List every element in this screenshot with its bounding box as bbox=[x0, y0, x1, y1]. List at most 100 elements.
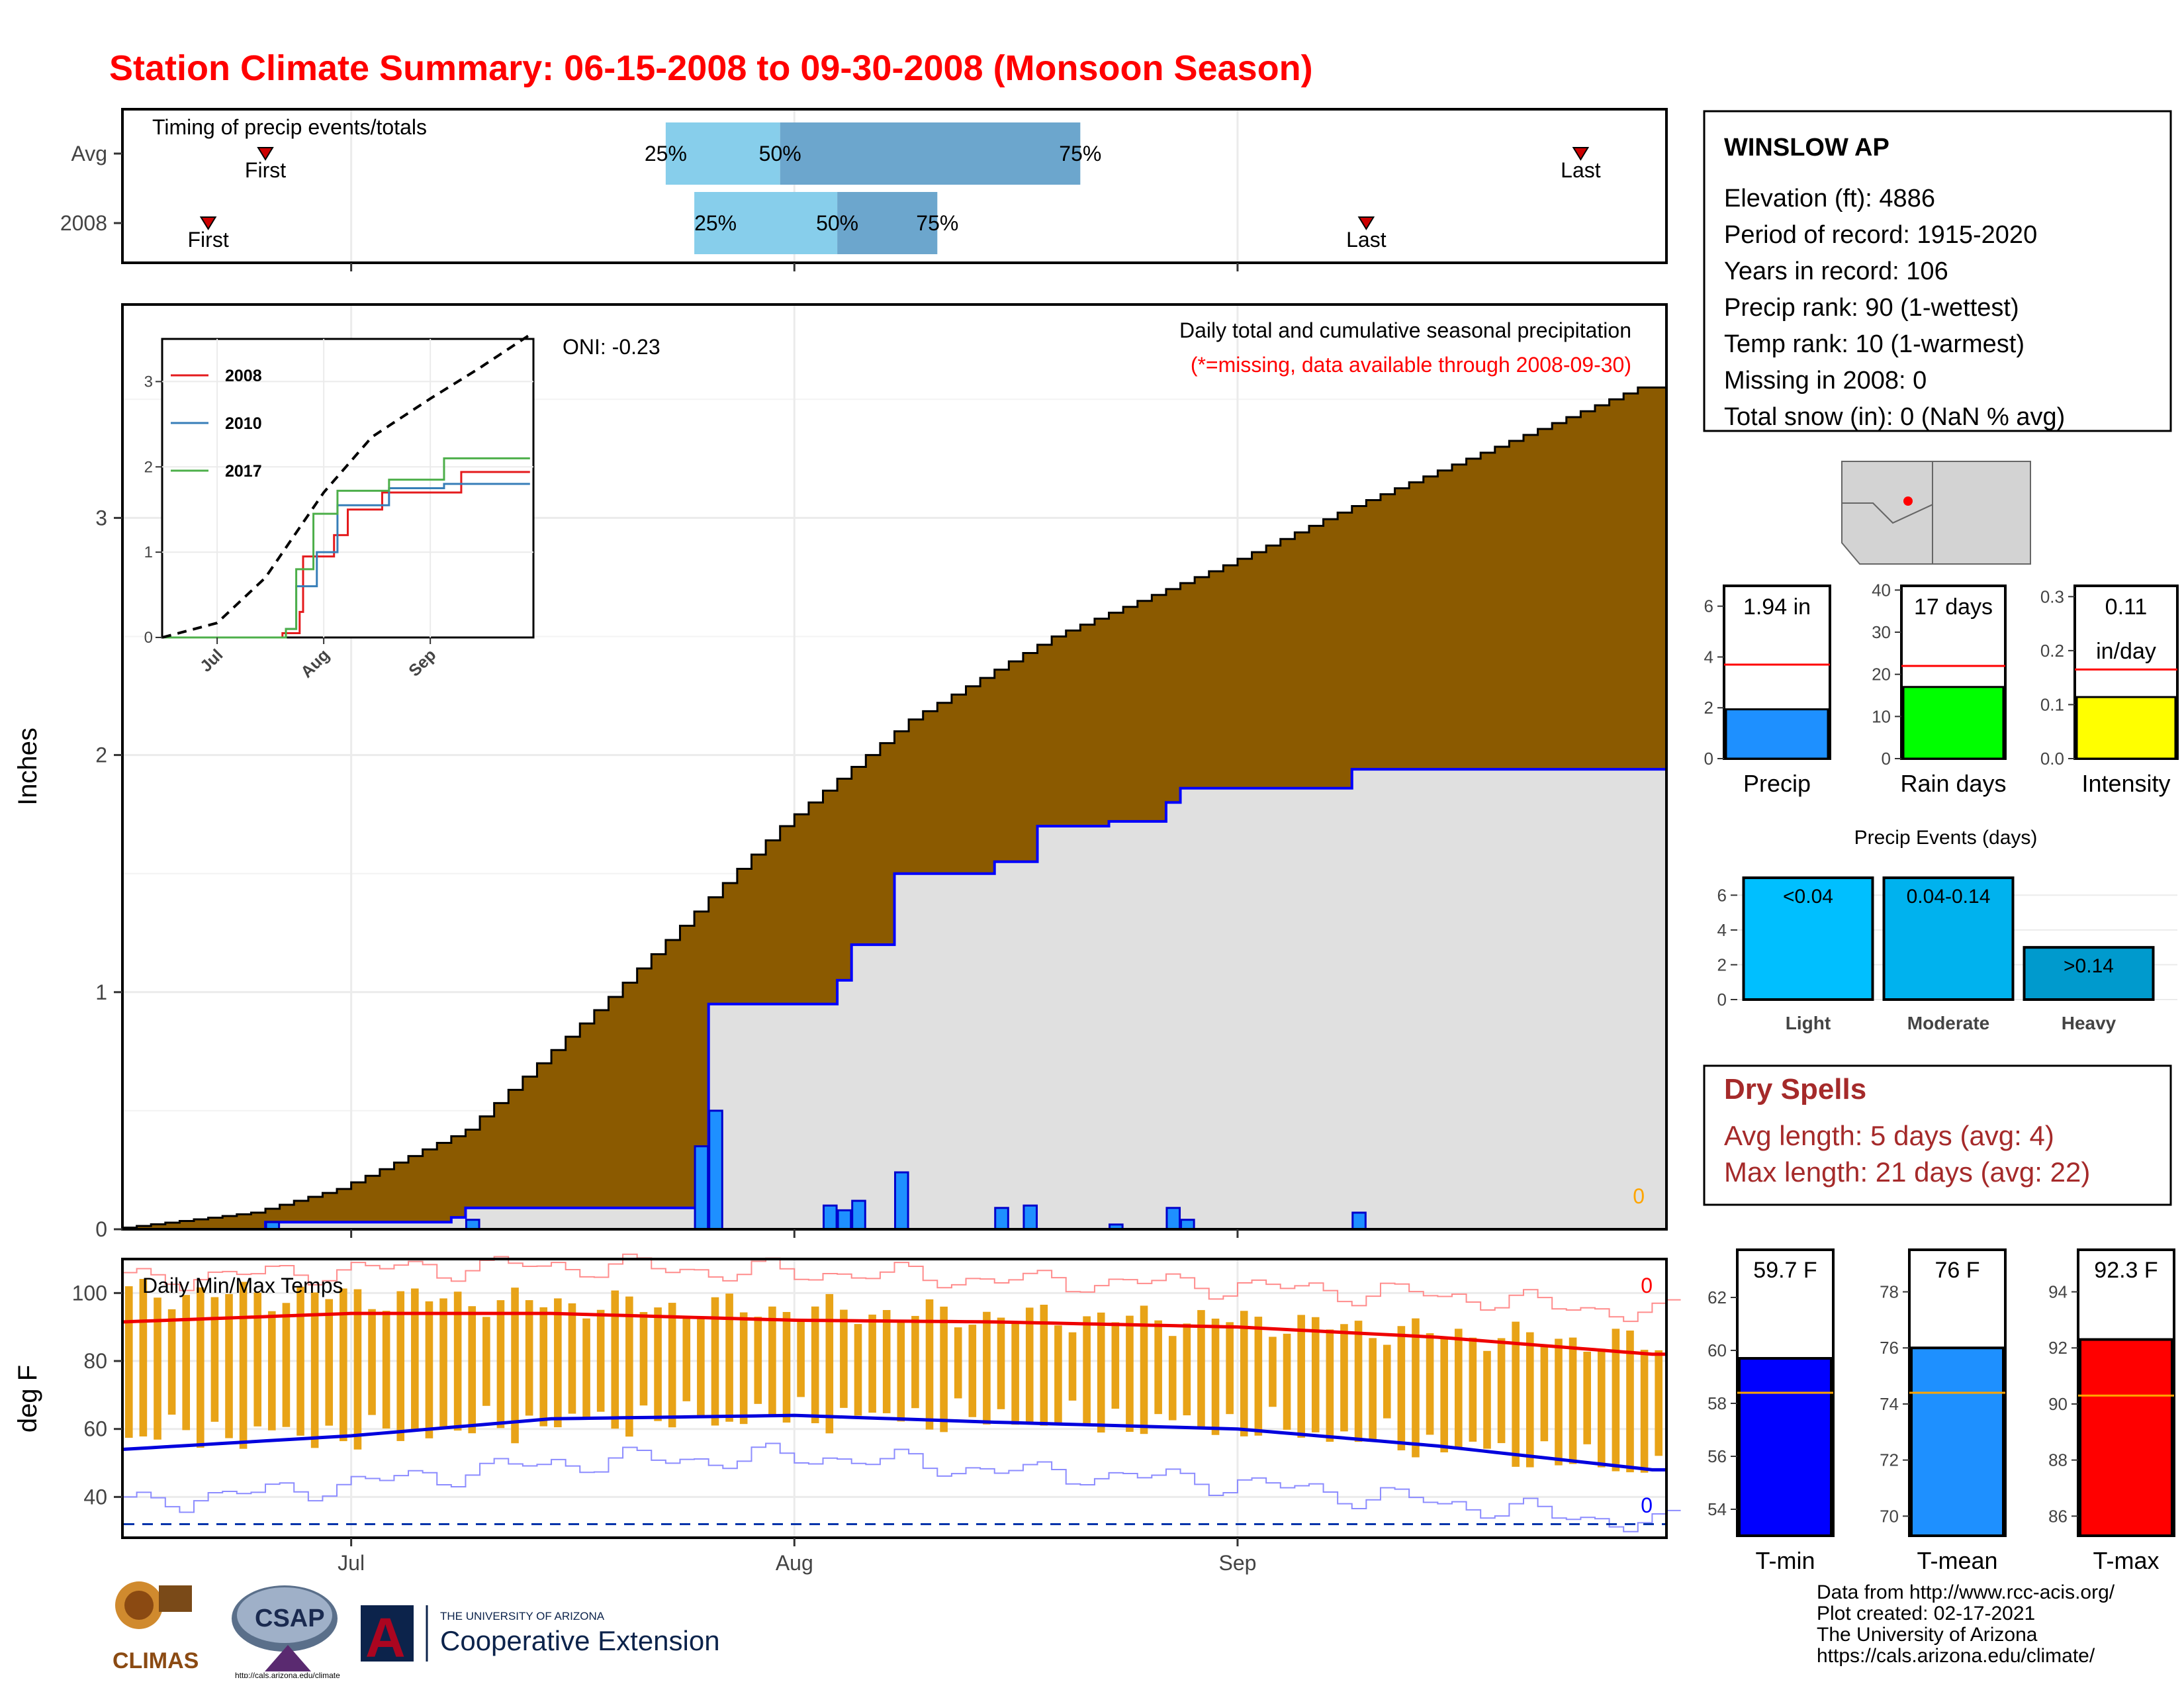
station-box bbox=[1703, 110, 2172, 432]
y-tick-label: 100 bbox=[72, 1281, 107, 1305]
record-max-line bbox=[122, 1253, 1681, 1323]
event-category-label: Light bbox=[1786, 1013, 1831, 1033]
daily-temp-range-bar bbox=[1097, 1312, 1105, 1433]
last-marker-label: Last bbox=[1346, 228, 1387, 252]
daily-temp-range-bar bbox=[1040, 1304, 1048, 1426]
dry-spells-title: Dry Spells bbox=[1724, 1073, 1866, 1105]
dry-spells-max: Max length: 21 days (avg: 22) bbox=[1724, 1156, 2090, 1188]
quantile-bar-upper bbox=[780, 122, 1081, 185]
event-bar-label: >0.14 bbox=[2064, 955, 2114, 977]
daily-temp-range-bar bbox=[496, 1300, 505, 1429]
daily-precip-bar bbox=[1180, 1219, 1195, 1231]
inset-y-tick-label: 2 bbox=[144, 458, 153, 476]
daily-temp-range-bar bbox=[1297, 1315, 1305, 1438]
daily-precip-bar bbox=[822, 1204, 838, 1231]
event-bar bbox=[1742, 876, 1874, 1001]
daily-temp-range-bar bbox=[1025, 1307, 1034, 1424]
temp-tick-label: 62 bbox=[1707, 1288, 1727, 1307]
daily-temp-range-bar bbox=[782, 1311, 791, 1423]
y-tick-label: 2 bbox=[95, 743, 107, 767]
temp-value-label: 92.3 F bbox=[2094, 1258, 2158, 1283]
temp-category-label: T-max bbox=[2093, 1547, 2159, 1574]
summary-tick-label: 0 bbox=[1882, 749, 1891, 769]
precip-title: Daily total and cumulative seasonal prec… bbox=[1179, 318, 1631, 342]
daily-temp-range-bar bbox=[1525, 1332, 1534, 1468]
y-tick-label: 1 bbox=[95, 980, 107, 1004]
temp-title: Daily Min/Max Temps bbox=[142, 1274, 343, 1297]
temp-tick-label: 72 bbox=[1880, 1450, 1899, 1470]
daily-temp-range-bar bbox=[382, 1311, 390, 1429]
daily-temp-range-bar bbox=[1512, 1321, 1520, 1467]
quantile-bar-upper bbox=[837, 192, 938, 254]
summary-value-label: 0.11 bbox=[2105, 594, 2148, 620]
summary-tick-label: 10 bbox=[1872, 706, 1891, 726]
daily-temp-range-bar bbox=[1483, 1350, 1491, 1449]
daily-temp-range-bar bbox=[1354, 1321, 1363, 1442]
daily-temp-range-bar bbox=[125, 1286, 133, 1438]
timing-panel: Timing of precip events/totals Avg 25% 50% 7… bbox=[60, 108, 1668, 271]
temp-panel: 40 60 80 100 Jul Aug Sep deg F Daily Min/Max Tem… bbox=[13, 1253, 1681, 1575]
first-marker-label: First bbox=[188, 228, 229, 252]
daily-temp-range-bar bbox=[197, 1287, 205, 1448]
station-info-line: Temp rank: 10 (1-warmest) bbox=[1724, 330, 2025, 358]
station-info-line: Precip rank: 90 (1-wettest) bbox=[1724, 294, 2019, 322]
daily-temp-range-bar bbox=[1254, 1317, 1263, 1436]
timing-row-label: Avg bbox=[71, 142, 107, 165]
daily-temp-range-bar bbox=[1412, 1318, 1420, 1458]
daily-temp-range-bar bbox=[268, 1311, 276, 1430]
first-marker-label: First bbox=[245, 158, 286, 182]
summary-tick-label: 0.0 bbox=[2040, 749, 2064, 769]
inset-y-tick-label: 0 bbox=[144, 629, 153, 647]
daily-temp-range-bar bbox=[1597, 1348, 1606, 1468]
event-category-label: Moderate bbox=[1907, 1013, 1989, 1033]
daily-temp-range-bar bbox=[968, 1325, 977, 1417]
quantile-75-label: 75% bbox=[916, 211, 958, 235]
daily-temp-range-bar bbox=[1612, 1329, 1620, 1472]
daily-temp-range-bar bbox=[1497, 1338, 1506, 1444]
record-min-line bbox=[122, 1442, 1681, 1532]
daily-temp-range-bar bbox=[525, 1300, 533, 1416]
daily-temp-range-bar bbox=[1540, 1345, 1549, 1442]
events-tick-label: 2 bbox=[1717, 955, 1727, 974]
temp-value-bar bbox=[1910, 1346, 2005, 1538]
temp-value-bar bbox=[1738, 1357, 1833, 1537]
temp-tick-label: 60 bbox=[1707, 1340, 1727, 1360]
station-name: WINSLOW AP bbox=[1724, 134, 1889, 162]
daily-temp-range-bar bbox=[453, 1291, 462, 1431]
daily-temp-range-bar bbox=[697, 1317, 705, 1419]
climas-logo: CLIMAS bbox=[113, 1581, 199, 1673]
daily-precip-bar bbox=[694, 1145, 709, 1231]
daily-temp-range-bar bbox=[596, 1309, 605, 1412]
last-marker bbox=[1572, 147, 1590, 161]
daily-temp-range-bar bbox=[411, 1288, 419, 1431]
daily-temp-range-bar bbox=[654, 1307, 662, 1421]
daily-temp-range-bar bbox=[811, 1306, 819, 1423]
x-tick-label: Aug bbox=[776, 1551, 813, 1575]
daily-temp-range-bar bbox=[1140, 1305, 1148, 1434]
summary-category-label: Intensity bbox=[2081, 770, 2170, 797]
daily-temp-range-bar bbox=[1083, 1316, 1091, 1425]
svg-text:http://cals.arizona.edu/climat: http://cals.arizona.edu/climate bbox=[235, 1671, 340, 1678]
daily-temp-range-bar bbox=[1269, 1336, 1277, 1407]
daily-temp-range-bar bbox=[1555, 1338, 1563, 1466]
inset-average-line bbox=[161, 333, 533, 639]
station-info-panel: WINSLOW AP Elevation (ft): 4886 Period of … bbox=[1703, 110, 2172, 432]
temp-tick-label: 70 bbox=[1880, 1506, 1899, 1526]
station-info-line: Elevation (ft): 4886 bbox=[1724, 185, 1935, 212]
daily-temp-range-bar bbox=[310, 1292, 319, 1448]
daily-temp-range-bar bbox=[1440, 1337, 1448, 1453]
daily-temp-range-bar bbox=[154, 1297, 161, 1440]
station-info-line: Years in record: 106 bbox=[1724, 258, 1948, 285]
inset-series-2017 bbox=[162, 457, 530, 639]
daily-temp-range-bar bbox=[668, 1303, 676, 1428]
temp-value-bar bbox=[2079, 1338, 2173, 1537]
summary-value-bar bbox=[1902, 686, 2005, 760]
summary-value-label: 1.94 in bbox=[1743, 594, 1811, 620]
precip-subtitle: (*=missing, data available through 2008-… bbox=[1191, 353, 1631, 377]
summary-tick-label: 40 bbox=[1872, 580, 1891, 600]
temp-value-label: 59.7 F bbox=[1753, 1258, 1817, 1283]
daily-temp-range-bar bbox=[1640, 1350, 1649, 1473]
daily-precip-bar bbox=[1023, 1204, 1038, 1231]
arizona-map bbox=[1841, 461, 2031, 565]
